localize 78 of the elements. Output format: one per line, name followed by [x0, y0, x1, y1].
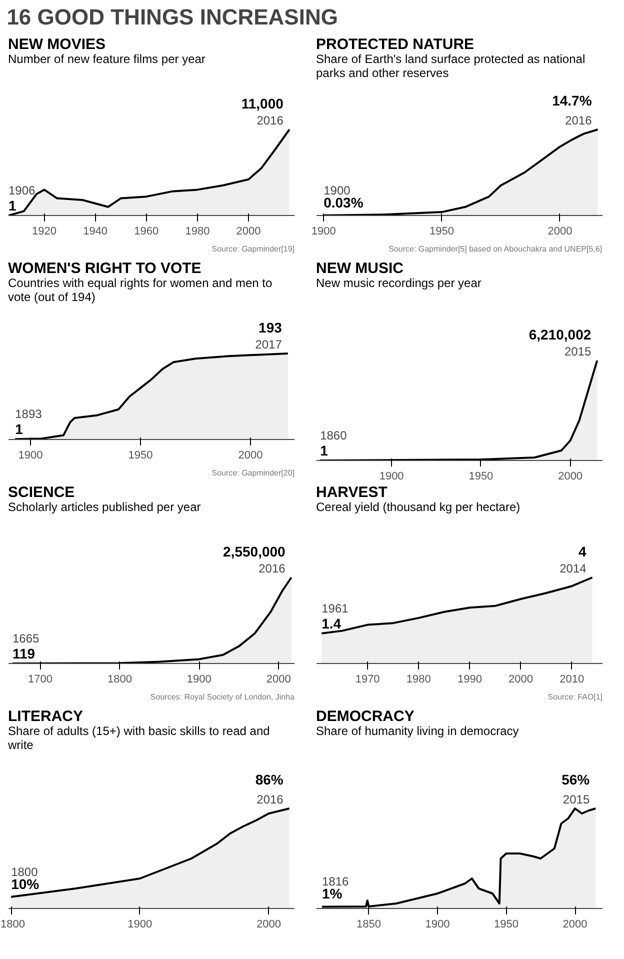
annotation: 2,550,000 [223, 544, 286, 560]
annotation: 1 [320, 442, 328, 458]
x-tick-label: 2000 [558, 470, 583, 482]
x-tick-label: 1900 [425, 918, 450, 930]
annotation: 119 [12, 646, 36, 662]
annotation: 1961 [322, 601, 349, 616]
x-tick-label: 1900 [128, 918, 152, 930]
x-tick-label: 2000 [508, 674, 534, 686]
annotation: 2014 [560, 562, 587, 576]
annotation: 2016 [256, 792, 284, 806]
chart-title: NEW MOVIES [8, 35, 106, 54]
annotation: 1.4 [322, 615, 342, 632]
x-tick-label: 1950 [494, 918, 518, 930]
annotation: 2016 [258, 562, 286, 576]
chart-subtitle: New music recordings per year [316, 276, 482, 290]
annotation: 2017 [255, 338, 282, 352]
chart-title: SCIENCE [8, 483, 75, 502]
annotation: 2016 [256, 114, 284, 128]
chart-title: LITERACY [8, 707, 83, 726]
chart-subtitle: Countries with equal rights for women and men to vote (out of 194) [8, 276, 274, 304]
annotation: 1906 [8, 184, 36, 198]
x-tick-label: 1700 [28, 674, 53, 686]
x-tick-label: 1800 [107, 674, 132, 686]
x-tick-label: 2000 [238, 450, 263, 462]
x-tick-label: 2000 [548, 226, 572, 238]
x-tick-label: 1980 [406, 674, 431, 686]
text: 16 GOOD THINGS INCREASING [6, 4, 338, 30]
x-tick-label: 2010 [560, 674, 584, 686]
x-tick-label: 1920 [32, 226, 56, 238]
annotation: 11,000 [241, 96, 284, 112]
annotation: 6,210,002 [528, 326, 592, 342]
annotation: 1893 [15, 407, 42, 422]
chart-subtitle: Share of Earth's land surface protected as national parks and other reserves [316, 52, 586, 80]
x-tick-label: 1900 [18, 450, 43, 462]
x-tick-label: 1950 [430, 226, 454, 238]
x-tick-label: 1960 [134, 226, 159, 238]
x-tick-label: 1850 [356, 918, 381, 930]
source-note: Source: Gapminder[20] [212, 468, 295, 478]
source-note: Source: Gapminder[19] [212, 244, 295, 254]
x-tick-label: 2000 [266, 674, 291, 686]
chart-title: HARVEST [316, 483, 388, 502]
source-note: Source: Gapminder[5] based on Abouchakra and UNEP[5,6] [388, 244, 602, 254]
chart-subtitle: Number of new feature films per year [8, 52, 206, 66]
source-note: Source: FAO[1] [548, 692, 603, 702]
chart-title: NEW MUSIC [316, 259, 404, 278]
x-tick-label: 1970 [355, 674, 380, 686]
annotation: 1 [8, 198, 16, 214]
x-tick-label: 2000 [562, 918, 588, 930]
chart-subtitle: Cereal yield (thousand kg per hectare) [316, 500, 520, 514]
x-tick-label: 1950 [128, 450, 153, 462]
annotation: 193 [258, 320, 282, 336]
annotation: 56% [562, 772, 590, 788]
annotation: 2015 [564, 344, 592, 358]
chart-subtitle: Share of adults (15+) with basic skills to read and write [8, 724, 271, 752]
chart-title: DEMOCRACY [316, 707, 414, 726]
x-tick-label: 1900 [379, 470, 404, 482]
annotation: 1860 [320, 428, 348, 442]
x-tick-label: 2000 [236, 226, 261, 238]
annotation: 2016 [565, 114, 592, 128]
x-tick-label: 1990 [457, 674, 482, 686]
x-tick-label: 1940 [83, 226, 108, 238]
chart-title: PROTECTED NATURE [316, 35, 474, 54]
annotation: 4 [578, 544, 586, 560]
chart-title: WOMEN'S RIGHT TO VOTE [8, 259, 202, 278]
annotation: 2015 [562, 792, 590, 806]
annotation: 86% [255, 772, 284, 788]
chart-subtitle: Scholarly articles published per year [8, 500, 201, 514]
annotation: 1665 [12, 632, 40, 646]
source-note: Sources: Royal Society of London, Jinha [150, 692, 296, 702]
annotation: 1 [15, 421, 24, 438]
x-tick-label: 1900 [186, 674, 212, 686]
x-tick-label: 1980 [185, 226, 210, 238]
x-tick-label: 1950 [468, 470, 494, 482]
annotation: 14.7% [552, 92, 592, 108]
x-tick-label: 2000 [256, 918, 281, 930]
x-tick-label: 1800 [0, 918, 25, 930]
x-tick-label: 1900 [311, 226, 336, 238]
chart-subtitle: Share of humanity living in democracy [316, 724, 519, 738]
